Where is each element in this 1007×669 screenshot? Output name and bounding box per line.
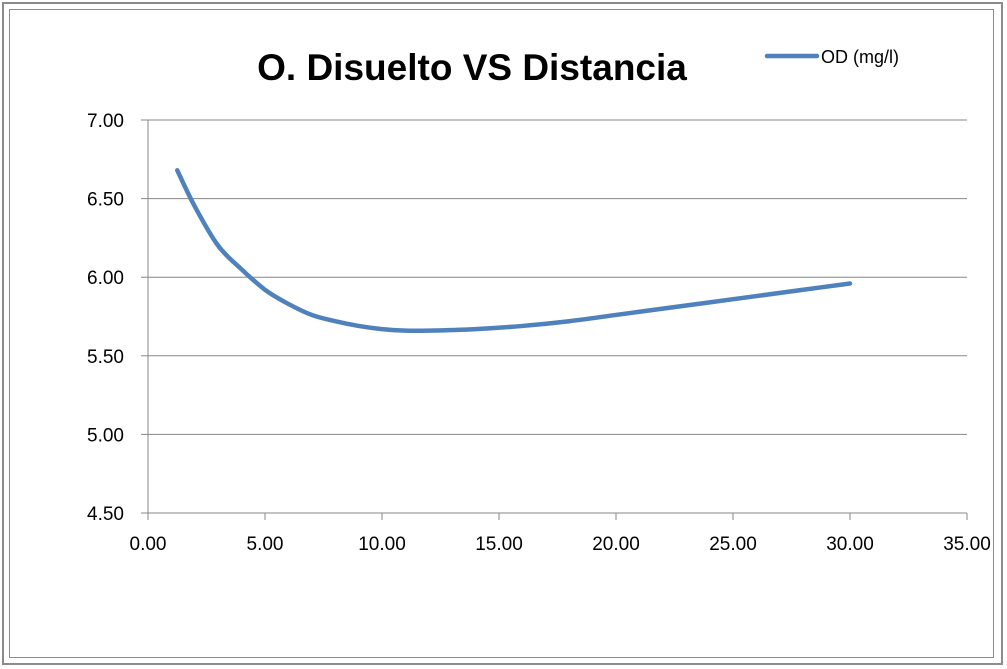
legend: OD (mg/l) <box>764 47 899 67</box>
y-tick-label: 5.00 <box>87 425 124 446</box>
x-tick-label: 10.00 <box>358 534 406 555</box>
x-tick-label: 35.00 <box>943 534 991 555</box>
x-tick-label: 20.00 <box>592 534 640 555</box>
x-tick-label: 15.00 <box>475 534 523 555</box>
x-tick-label: 0.00 <box>130 534 167 555</box>
y-axis-ticks: 4.50 5.00 5.50 6.00 6.50 7.00 <box>87 111 148 525</box>
axes <box>147 120 967 514</box>
y-tick-label: 7.00 <box>87 111 124 132</box>
y-tick-label: 4.50 <box>87 504 124 525</box>
chart-area <box>9 9 994 658</box>
x-tick-label: 5.00 <box>247 534 284 555</box>
x-axis-ticks: 0.00 5.00 10.00 15.00 20.00 25.00 30.00 35.00 <box>130 513 991 555</box>
y-tick-label: 6.50 <box>87 190 124 211</box>
legend-label: OD (mg/l) <box>821 47 899 67</box>
series-group <box>175 168 853 334</box>
x-tick-label: 25.00 <box>709 534 757 555</box>
x-tick-label: 30.00 <box>826 534 874 555</box>
series-line <box>175 168 853 334</box>
y-tick-label: 6.00 <box>87 268 124 289</box>
y-tick-label: 5.50 <box>87 347 124 368</box>
chart-title: O. Disuelto VS Distancia <box>257 47 687 88</box>
gridlines <box>148 119 967 435</box>
